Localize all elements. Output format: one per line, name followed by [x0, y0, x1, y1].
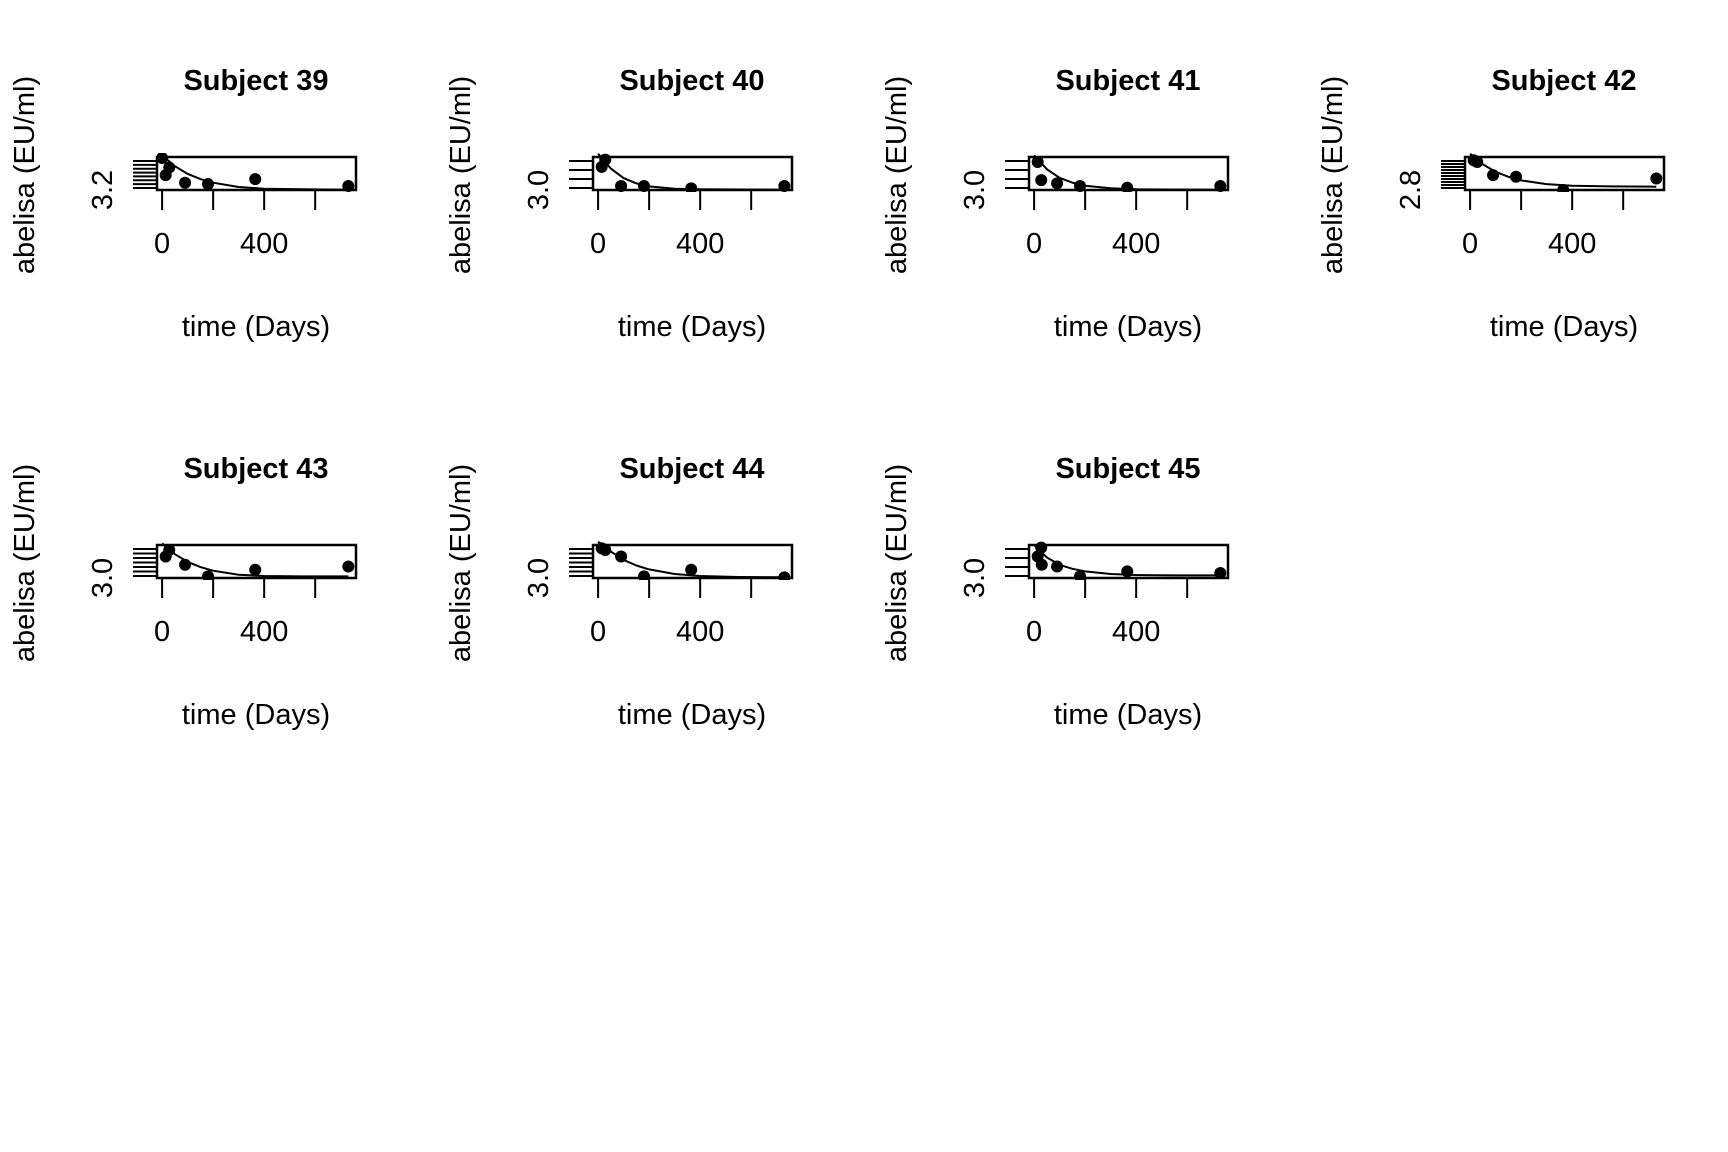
panel-title: Subject 41 [1055, 65, 1200, 97]
data-point [638, 180, 651, 192]
data-point [1031, 155, 1044, 168]
data-point [202, 178, 215, 191]
data-point [685, 182, 698, 192]
x-axis-label: time (Days) [1054, 311, 1202, 343]
data-point [1035, 174, 1048, 187]
panel-title: Subject 39 [183, 65, 328, 97]
y-tick-label: 3.2 [87, 170, 119, 210]
y-axis-label: abelisa (EU/ml) [9, 76, 41, 274]
data-point [1051, 560, 1064, 573]
x-tick-label: 400 [676, 228, 724, 260]
panel-subject-42: Subject 42 abelisa (EU/ml) 2.8 0 400 time (Da… [1317, 65, 1666, 343]
y-tick-label: 2.8 [1395, 170, 1427, 210]
panel-subject-41: Subject 41 abelisa (EU/ml) 3.0 0 400 time (Da… [881, 65, 1230, 343]
data-point [615, 180, 628, 192]
y-axis-label: abelisa (EU/ml) [445, 76, 477, 274]
data-point [179, 176, 192, 189]
data-point [1471, 155, 1484, 168]
data-point [638, 570, 651, 580]
panel-title: Subject 45 [1055, 453, 1200, 485]
data-point [1074, 180, 1087, 192]
data-point [157, 153, 169, 164]
data-point [778, 180, 791, 192]
data-point [1214, 567, 1227, 580]
panel-subject-39: Subject 39 abelisa (EU/ml) 3.2 0 400 time (Da… [9, 65, 358, 343]
data-point [1035, 541, 1048, 554]
y-axis-label: abelisa (EU/ml) [1317, 76, 1349, 274]
panel-title: Subject 40 [619, 65, 764, 97]
data-point [1214, 180, 1227, 192]
data-point [1487, 169, 1500, 182]
data-point [163, 161, 176, 174]
data-point [342, 180, 355, 192]
data-point [615, 550, 628, 563]
panel-subject-45: Subject 45 abelisa (EU/ml) 3.0 0 400 time (Da… [881, 453, 1230, 731]
x-tick-label: 0 [590, 228, 606, 260]
panel-title: Subject 43 [183, 453, 328, 485]
data-point [599, 543, 612, 556]
y-tick-label: 3.0 [959, 170, 991, 210]
data-point [1650, 172, 1663, 185]
x-axis-label: time (Days) [618, 699, 766, 731]
x-tick-label: 0 [154, 228, 170, 260]
data-point [249, 173, 262, 186]
x-tick-label: 400 [1112, 228, 1160, 260]
x-tick-label: 400 [676, 616, 724, 648]
x-tick-label: 400 [1112, 616, 1160, 648]
y-axis-label: abelisa (EU/ml) [9, 464, 41, 662]
x-tick-label: 400 [240, 616, 288, 648]
y-axis-label: abelisa (EU/ml) [881, 76, 913, 274]
data-point [1035, 558, 1048, 571]
data-point [1074, 570, 1087, 580]
x-tick-label: 0 [590, 616, 606, 648]
data-point [1557, 184, 1570, 192]
data-point [1121, 565, 1134, 578]
panel-subject-40: Subject 40 abelisa (EU/ml) 3.0 0 400 time (Da… [445, 65, 794, 343]
fit-curve [1033, 544, 1221, 577]
x-tick-label: 0 [1026, 616, 1042, 648]
x-tick-label: 0 [1462, 228, 1478, 260]
x-axis-label: time (Days) [182, 311, 330, 343]
y-tick-label: 3.0 [959, 558, 991, 598]
panel-subject-44: Subject 44 abelisa (EU/ml) 3.0 0 400 time (Da… [445, 453, 794, 731]
data-point [179, 558, 192, 571]
panel-subject-43: Subject 43 abelisa (EU/ml) 3.0 0 400 time (Da… [9, 453, 358, 731]
data-point [599, 153, 612, 166]
x-axis-label: time (Days) [1054, 699, 1202, 731]
y-axis-label: abelisa (EU/ml) [881, 464, 913, 662]
panel-title: Subject 42 [1491, 65, 1636, 97]
data-point [1510, 170, 1523, 183]
data-point [342, 560, 355, 573]
x-axis-label: time (Days) [618, 311, 766, 343]
fit-curve [1469, 153, 1657, 188]
x-axis-label: time (Days) [1490, 311, 1638, 343]
x-axis-label: time (Days) [182, 699, 330, 731]
fit-curve [597, 541, 785, 579]
data-point [1121, 181, 1134, 192]
fit-curve [161, 542, 349, 578]
x-tick-label: 400 [240, 228, 288, 260]
y-tick-label: 3.0 [523, 170, 555, 210]
y-tick-label: 3.0 [87, 558, 119, 598]
x-tick-label: 400 [1548, 228, 1596, 260]
panel-title: Subject 44 [619, 453, 764, 485]
x-tick-label: 0 [154, 616, 170, 648]
data-point [202, 570, 215, 580]
y-axis-label: abelisa (EU/ml) [445, 464, 477, 662]
data-point [163, 543, 176, 556]
data-point [778, 571, 791, 580]
data-point [1051, 177, 1064, 190]
x-tick-label: 0 [1026, 228, 1042, 260]
data-point [249, 563, 262, 576]
y-tick-label: 3.0 [523, 558, 555, 598]
data-point [685, 563, 698, 576]
plot-frame [1027, 543, 1230, 580]
